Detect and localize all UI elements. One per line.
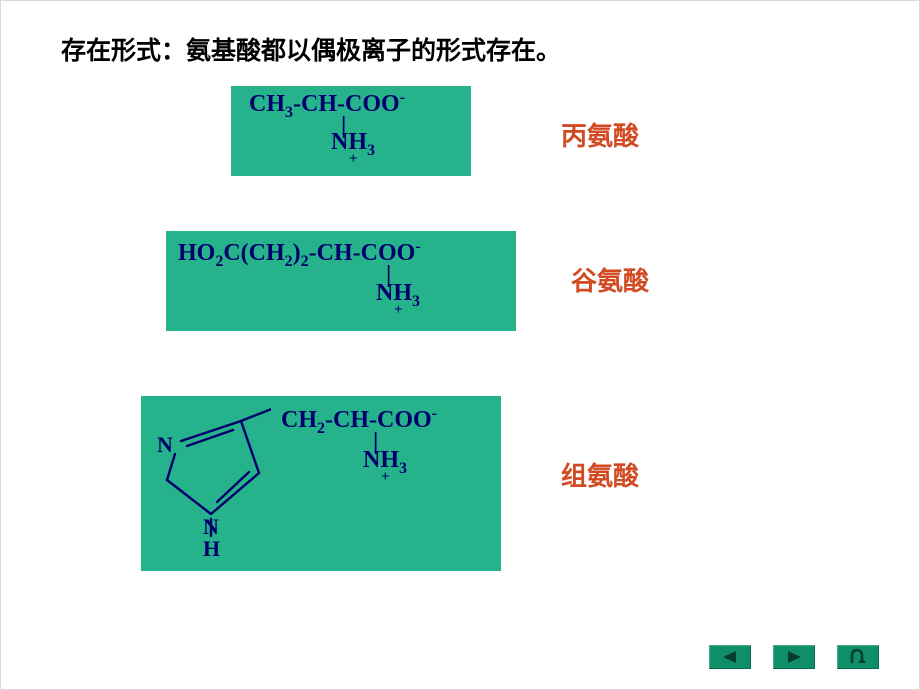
triangle-right-icon xyxy=(784,650,804,664)
slide: 存在形式：氨基酸都以偶极离子的形式存在。 CH3-CH-COO- | NH3 +… xyxy=(0,0,920,690)
alanine-box: CH3-CH-COO- | NH3 + xyxy=(231,86,471,176)
histidine-box: N N H CH2-CH-COO- | NH3 + xyxy=(141,396,501,571)
histidine-plus: + xyxy=(381,470,390,485)
page-title: 存在形式：氨基酸都以偶极离子的形式存在。 xyxy=(61,31,561,67)
ring-n-label: N xyxy=(157,432,173,457)
next-button[interactable] xyxy=(773,645,815,669)
u-turn-icon xyxy=(846,649,870,665)
glutamic-plus: + xyxy=(394,303,403,318)
return-button[interactable] xyxy=(837,645,879,669)
imidazole-ring-icon: N N H xyxy=(151,406,271,566)
alanine-label: 丙氨酸 xyxy=(561,116,639,153)
ring-nh-h-label: H xyxy=(203,536,220,561)
prev-button[interactable] xyxy=(709,645,751,669)
nav-bar xyxy=(709,645,879,669)
glutamic-acid-box: HO2C(CH2)2-CH-COO- | NH3 + xyxy=(166,231,516,331)
triangle-left-icon xyxy=(720,650,740,664)
histidine-formula-line1: CH2-CH-COO- xyxy=(281,408,437,432)
alanine-plus: + xyxy=(349,152,358,167)
histidine-label: 组氨酸 xyxy=(561,456,639,493)
alanine-formula-line1: CH3-CH-COO- xyxy=(249,92,405,116)
glutamic-formula-line1: HO2C(CH2)2-CH-COO- xyxy=(178,241,421,265)
glutamic-acid-label: 谷氨酸 xyxy=(571,261,649,298)
